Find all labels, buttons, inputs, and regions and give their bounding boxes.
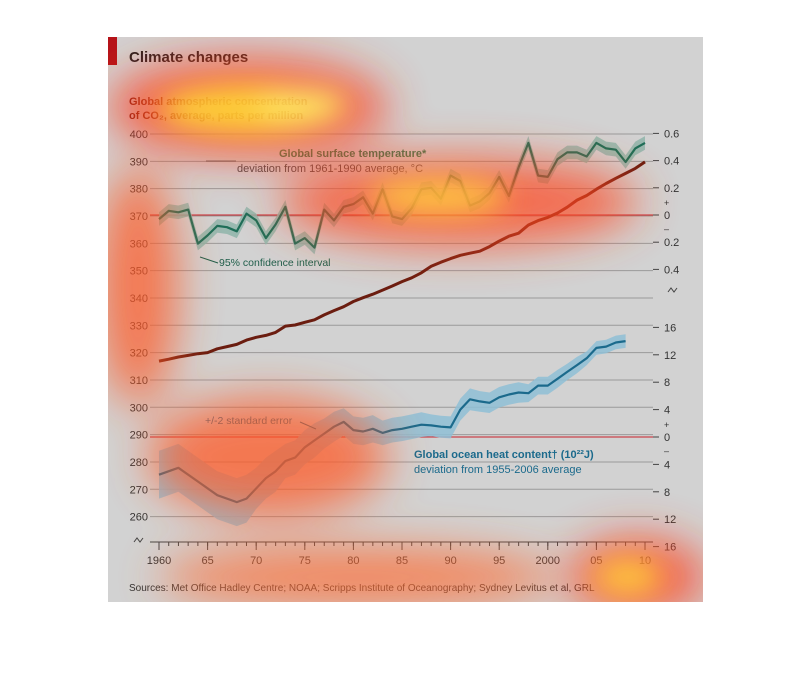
y-right-ohc-tick-label: 16 xyxy=(664,542,676,554)
x-tick-label: 80 xyxy=(347,555,359,567)
y-right-temp-tick-label: 0 xyxy=(664,210,670,222)
ohc-plus-sign: + xyxy=(664,420,669,430)
temperature-series-title: Global surface temperature* xyxy=(279,148,427,160)
co2-label-line2: of CO₂, average, parts per million xyxy=(129,110,304,122)
y-left-tick-label: 350 xyxy=(130,266,148,278)
x-tick-label: 95 xyxy=(493,555,505,567)
x-tick-label: 05 xyxy=(590,555,602,567)
temp-minus-sign: – xyxy=(664,224,669,234)
ocean-heat-series-title: Global ocean heat content† (10²²J) xyxy=(414,449,594,461)
x-tick-label: 65 xyxy=(201,555,213,567)
chart-panel: Climate changes 400 390 380 370 360 350 340 330… xyxy=(108,37,703,602)
y-right-ohc-tick-label: 8 xyxy=(664,377,670,389)
ci-leader-line xyxy=(199,256,219,264)
y-left-tick-label: 390 xyxy=(130,156,148,168)
source-note: Sources: Met Office Hadley Centre; NOAA;… xyxy=(129,583,595,594)
temp-plus-sign: + xyxy=(664,198,669,208)
x-tick-label: 90 xyxy=(444,555,456,567)
left-axis-break xyxy=(133,537,144,543)
ohc-minus-sign: – xyxy=(664,446,669,456)
x-tick-label: 10 xyxy=(639,555,651,567)
y-left-tick-label: 330 xyxy=(130,320,148,332)
title-accent-bar xyxy=(108,37,117,65)
y-left-tick-label: 310 xyxy=(130,375,148,387)
y-right-ohc-tick-label: 4 xyxy=(664,459,670,471)
y-left-tick-label: 270 xyxy=(130,484,148,496)
right-axis-break xyxy=(667,287,678,293)
y-right-ohc-tick-label: 12 xyxy=(664,514,676,526)
y-left-tick-label: 340 xyxy=(130,293,148,305)
standard-error-annotation: +/-2 standard error xyxy=(205,415,293,427)
x-tick-label: 85 xyxy=(396,555,408,567)
y-right-temp-tick-label: 0.4 xyxy=(664,264,679,276)
y-left-tick-label: 280 xyxy=(130,457,148,469)
y-right-ohc-tick-label: 4 xyxy=(664,405,670,417)
y-left-tick-label: 380 xyxy=(130,184,148,196)
ocean-heat-series-subtitle: deviation from 1955-2006 average xyxy=(414,464,582,476)
y-right-temp-tick-label: 0.2 xyxy=(664,183,679,195)
y-right-ohc-tick-label: 16 xyxy=(664,322,676,334)
y-left-tick-label: 260 xyxy=(130,512,148,524)
co2-label-line1: Global atmospheric concentration xyxy=(129,96,308,108)
y-left-tick-label: 320 xyxy=(130,348,148,360)
y-right-ohc-tick-label: 12 xyxy=(664,350,676,362)
co2-axis-label: Global atmospheric concentration of CO₂,… xyxy=(129,95,307,123)
y-left-tick-label: 290 xyxy=(130,430,148,442)
x-tick-label: 75 xyxy=(299,555,311,567)
x-tick-label: 1960 xyxy=(147,555,171,567)
y-right-ohc-tick-label: 0 xyxy=(664,432,670,444)
temperature-series-subtitle: deviation from 1961-1990 average, °C xyxy=(237,163,424,175)
y-right-temp-tick-label: 0.4 xyxy=(664,156,679,168)
y-right-temp-tick-label: 0.2 xyxy=(664,237,679,249)
y-left-tick-label: 400 xyxy=(130,129,148,141)
x-tick-label: 70 xyxy=(250,555,262,567)
confidence-interval-annotation: 95% confidence interval xyxy=(219,257,331,269)
y-left-tick-label: 370 xyxy=(130,211,148,223)
x-tick-label: 2000 xyxy=(536,555,560,567)
y-left-tick-label: 360 xyxy=(130,238,148,250)
y-right-ohc-tick-label: 8 xyxy=(664,487,670,499)
y-left-tick-label: 300 xyxy=(130,402,148,414)
series-1-band xyxy=(159,136,645,255)
y-right-temp-tick-label: 0.6 xyxy=(664,128,679,140)
